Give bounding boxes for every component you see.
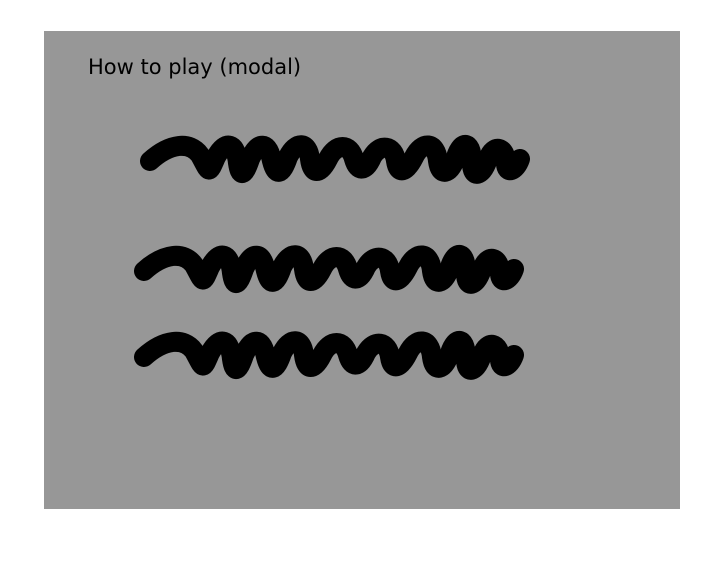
modal-title: How to play (modal) bbox=[88, 55, 302, 79]
instruction-text-placeholder-2 bbox=[134, 245, 524, 294]
how-to-play-modal: How to play (modal) bbox=[44, 31, 680, 509]
instruction-text-placeholder-1 bbox=[140, 135, 530, 184]
instruction-text-placeholder-3 bbox=[134, 331, 524, 380]
